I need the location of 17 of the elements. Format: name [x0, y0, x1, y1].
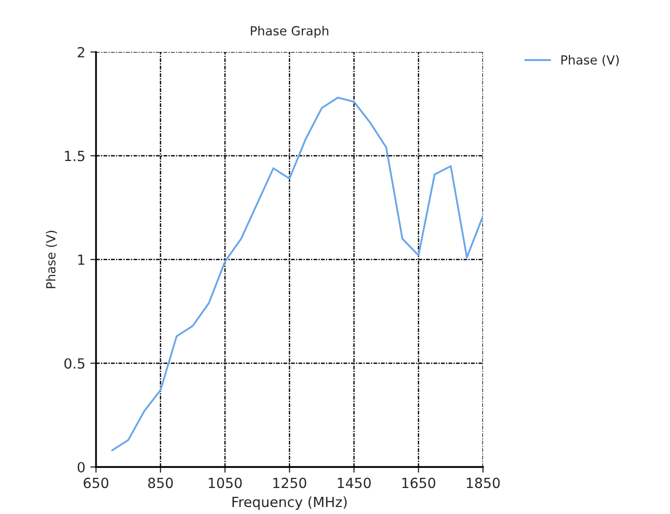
- x-tick-label: 1850: [466, 478, 500, 488]
- x-tick-label: 1450: [338, 478, 371, 488]
- x-tick-label: 650: [84, 478, 108, 488]
- x-tick-label: 1250: [273, 478, 306, 488]
- y-tick-label: 0: [78, 462, 85, 472]
- x-tick-label: 1050: [208, 478, 242, 488]
- y-tick-label: 0.5: [64, 358, 84, 369]
- x-axis-title: Frequency (MHz): [232, 496, 347, 510]
- y-tick-label: 2: [78, 46, 84, 58]
- legend-label: Phase (V): [561, 54, 619, 66]
- y-axis-title: Phase (V): [46, 230, 57, 288]
- line-series: [111, 96, 483, 452]
- x-tick-label: 850: [148, 478, 173, 488]
- y-tick-label: 1.5: [65, 150, 84, 162]
- chart-title: Phase Graph: [250, 26, 328, 38]
- x-tick-label: 1650: [402, 478, 436, 488]
- y-tick-label: 1: [78, 254, 84, 265]
